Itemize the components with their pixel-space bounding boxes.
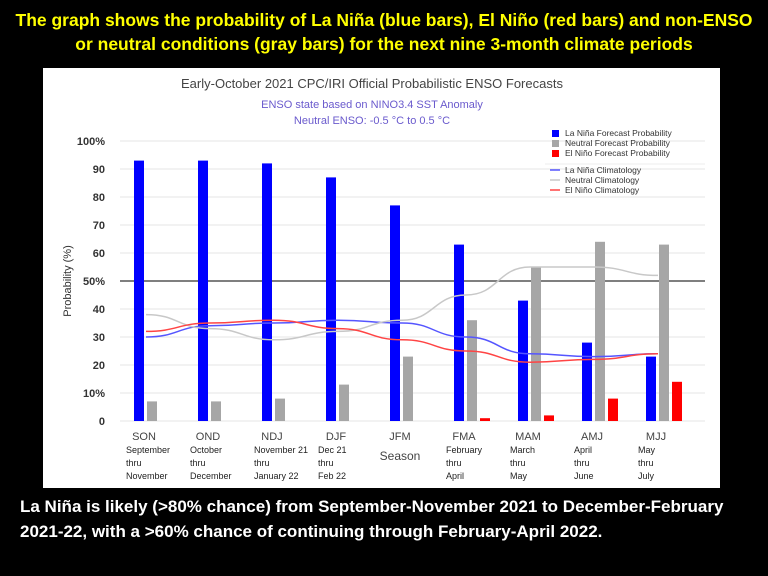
bar-1-MJJ [659,244,669,421]
y-tick-label: 40 [93,304,105,316]
x-sublabel: April [574,445,592,455]
legend-entry: El Niño Forecast Probability [565,148,671,158]
x-sublabel: thru [446,458,462,468]
bar-1-DJF [339,384,349,421]
x-tick-label: NDJ [261,431,282,443]
legend-entry: El Niño Climatology [565,185,640,195]
legend-entry: Neutral Forecast Probability [565,138,671,148]
bar-2-FMA [480,418,490,421]
x-sublabel: July [638,471,655,481]
y-tick-label: 20 [93,360,105,372]
slide-header: The graph shows the probability of La Ni… [15,10,753,54]
y-tick-label: 60 [93,248,105,260]
x-sublabel: November [126,471,168,481]
bar-0-DJF [326,177,336,421]
x-sublabel: thru [190,458,206,468]
x-sublabel: September [126,445,170,455]
x-sublabel: Dec 21 [318,445,347,455]
x-sublabel: thru [126,458,142,468]
bar-0-SON [134,160,144,421]
bar-1-NDJ [275,398,285,421]
y-axis-label: Probability (%) [62,245,74,317]
x-axis-label: Season [380,449,421,463]
x-tick-label: FMA [452,431,476,443]
legend-swatch [552,150,559,157]
x-sublabel: May [638,445,656,455]
bar-0-FMA [454,244,464,421]
y-tick-label: 50% [83,276,105,288]
x-sublabel: thru [254,458,270,468]
bar-1-MAM [531,267,541,421]
x-sublabel: thru [318,458,334,468]
bar-1-JFM [403,356,413,421]
climatology-line-1 [145,266,659,341]
y-tick-label: 80 [93,192,105,204]
x-tick-label: AMJ [581,431,603,443]
x-sublabel: May [510,471,528,481]
x-sublabel: November 21 [254,445,308,455]
x-tick-label: SON [132,431,156,443]
x-tick-label: MJJ [646,431,666,443]
x-sublabel: thru [638,458,654,468]
bar-1-SON [147,401,157,421]
bar-0-NDJ [262,163,272,421]
bar-0-OND [198,160,208,421]
slide-footer: La Niña is likely (>80% chance) from Sep… [20,497,724,541]
bar-1-AMJ [595,241,605,421]
legend-entry: Neutral Climatology [565,175,640,185]
bar-2-AMJ [608,398,618,421]
legend-entry: La Niña Climatology [565,165,642,175]
chart-title: Early-October 2021 CPC/IRI Official Prob… [181,76,563,91]
x-tick-label: MAM [515,431,541,443]
y-tick-label: 10% [83,388,105,400]
x-sublabel: thru [574,458,590,468]
legend-swatch [552,130,559,137]
legend-swatch [552,140,559,147]
bar-1-FMA [467,320,477,421]
x-tick-label: OND [196,431,221,443]
y-tick-label: 90 [93,164,105,176]
x-sublabel: January 22 [254,471,299,481]
bar-2-MAM [544,415,554,421]
x-sublabel: thru [510,458,526,468]
climatology-line-2 [145,319,659,363]
x-sublabel: December [190,471,232,481]
bar-0-MAM [518,300,528,421]
chart-subtitle: Neutral ENSO: -0.5 °C to 0.5 °C [294,115,450,127]
legend-entry: La Niña Forecast Probability [565,128,673,138]
y-tick-label: 30 [93,332,105,344]
x-sublabel: April [446,471,464,481]
x-sublabel: Feb 22 [318,471,346,481]
chart-subtitle: ENSO state based on NINO3.4 SST Anomaly [261,99,483,111]
bar-0-AMJ [582,342,592,421]
x-sublabel: February [446,445,483,455]
y-tick-label: 70 [93,220,105,232]
bar-0-MJJ [646,356,656,421]
climatology-line-0 [145,319,659,358]
bar-1-OND [211,401,221,421]
bar-0-JFM [390,205,400,421]
bar-2-MJJ [672,381,682,421]
y-tick-label: 100% [77,136,105,148]
x-sublabel: March [510,445,535,455]
x-sublabel: June [574,471,594,481]
x-tick-label: JFM [389,431,410,443]
y-tick-label: 0 [99,416,105,428]
x-tick-label: DJF [326,431,346,443]
x-sublabel: October [190,445,222,455]
